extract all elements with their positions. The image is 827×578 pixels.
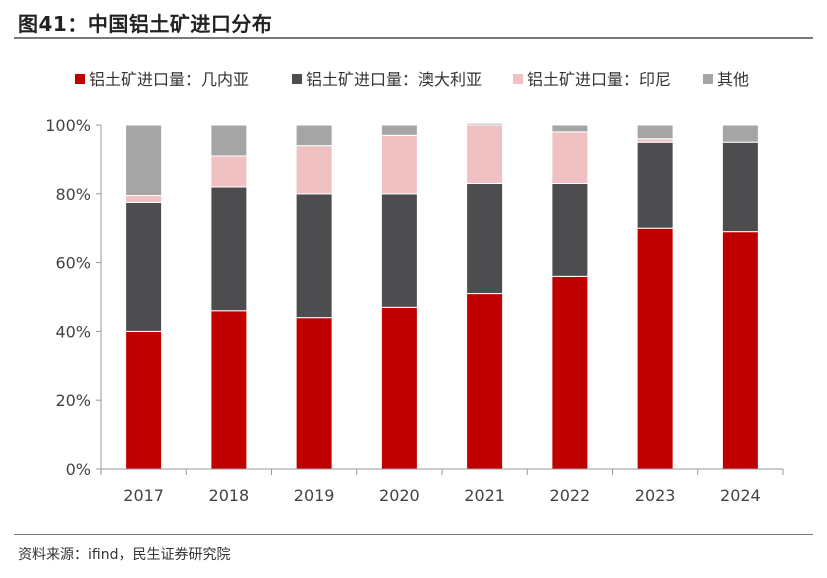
x-tick-label: 2023 bbox=[635, 486, 676, 505]
chart-legend: 铝土矿进口量：几内亚 铝土矿进口量：澳大利亚 铝土矿进口量：印尼 其他 bbox=[75, 70, 749, 89]
x-tick-label: 2021 bbox=[464, 486, 505, 505]
bar-segment bbox=[380, 193, 418, 308]
bar-segment bbox=[295, 145, 333, 195]
figure-title: 图41：中国铝土矿进口分布 bbox=[18, 12, 273, 36]
bar-segment bbox=[721, 231, 759, 470]
bar-segment bbox=[636, 124, 674, 140]
bar-segment bbox=[125, 201, 163, 332]
y-tick-label: 40% bbox=[55, 322, 91, 341]
bar-segment bbox=[210, 155, 248, 188]
bar-segment bbox=[125, 124, 163, 197]
stacked-bar-chart: 铝土矿进口量：几内亚 铝土矿进口量：澳大利亚 铝土矿进口量：印尼 其他 0% 20% 40… bbox=[45, 70, 784, 505]
legend-label: 铝土矿进口量：印尼 bbox=[527, 70, 671, 89]
legend-swatch bbox=[75, 74, 85, 84]
bar-segment bbox=[721, 141, 759, 233]
bar-segment bbox=[466, 182, 504, 295]
bar-segment bbox=[466, 124, 504, 184]
footer-divider bbox=[14, 534, 813, 535]
bar-segment bbox=[551, 275, 589, 470]
bar-segment bbox=[636, 141, 674, 229]
bar-segment bbox=[380, 134, 418, 195]
title-divider bbox=[14, 37, 813, 39]
bar-segment bbox=[636, 138, 674, 143]
legend-swatch bbox=[513, 74, 523, 84]
bar-segment bbox=[551, 124, 589, 133]
x-tick-label: 2017 bbox=[123, 486, 164, 505]
x-tick-label: 2022 bbox=[550, 486, 591, 505]
bar-segment bbox=[295, 124, 333, 147]
source-note: 资料来源：ifind，民生证券研究院 bbox=[18, 547, 231, 563]
bar-segment bbox=[636, 227, 674, 470]
bar-segment bbox=[466, 293, 504, 470]
bar-segment bbox=[210, 310, 248, 470]
x-axis: 2017 2018 2019 2020 2021 2022 2023 2024 bbox=[100, 468, 784, 505]
x-tick-label: 2018 bbox=[209, 486, 250, 505]
bar-segment bbox=[551, 182, 589, 277]
bar-segment bbox=[721, 124, 759, 143]
bars bbox=[125, 122, 759, 470]
legend-swatch bbox=[292, 74, 302, 84]
bar-segment bbox=[380, 124, 418, 136]
y-tick-label: 20% bbox=[55, 391, 91, 410]
y-tick-label: 0% bbox=[66, 460, 91, 479]
x-tick-label: 2020 bbox=[379, 486, 420, 505]
y-tick-label: 100% bbox=[45, 116, 91, 135]
y-axis: 0% 20% 40% 60% 80% 100% bbox=[45, 116, 102, 479]
x-tick-label: 2024 bbox=[720, 486, 761, 505]
legend-swatch bbox=[703, 74, 713, 84]
legend-label: 铝土矿进口量：几内亚 bbox=[89, 70, 249, 89]
bar-segment bbox=[210, 186, 248, 312]
bar-segment bbox=[210, 124, 248, 157]
bar-segment bbox=[380, 306, 418, 470]
bar-segment bbox=[125, 330, 163, 470]
legend-label: 铝土矿进口量：澳大利亚 bbox=[306, 70, 482, 89]
x-tick-label: 2019 bbox=[294, 486, 335, 505]
y-tick-label: 80% bbox=[55, 185, 91, 204]
bar-segment bbox=[551, 131, 589, 184]
bar-segment bbox=[125, 195, 163, 203]
y-tick-label: 60% bbox=[55, 254, 91, 273]
bar-segment bbox=[295, 317, 333, 470]
bar-segment bbox=[466, 122, 504, 126]
legend-label: 其他 bbox=[717, 70, 749, 89]
bar-segment bbox=[295, 193, 333, 319]
